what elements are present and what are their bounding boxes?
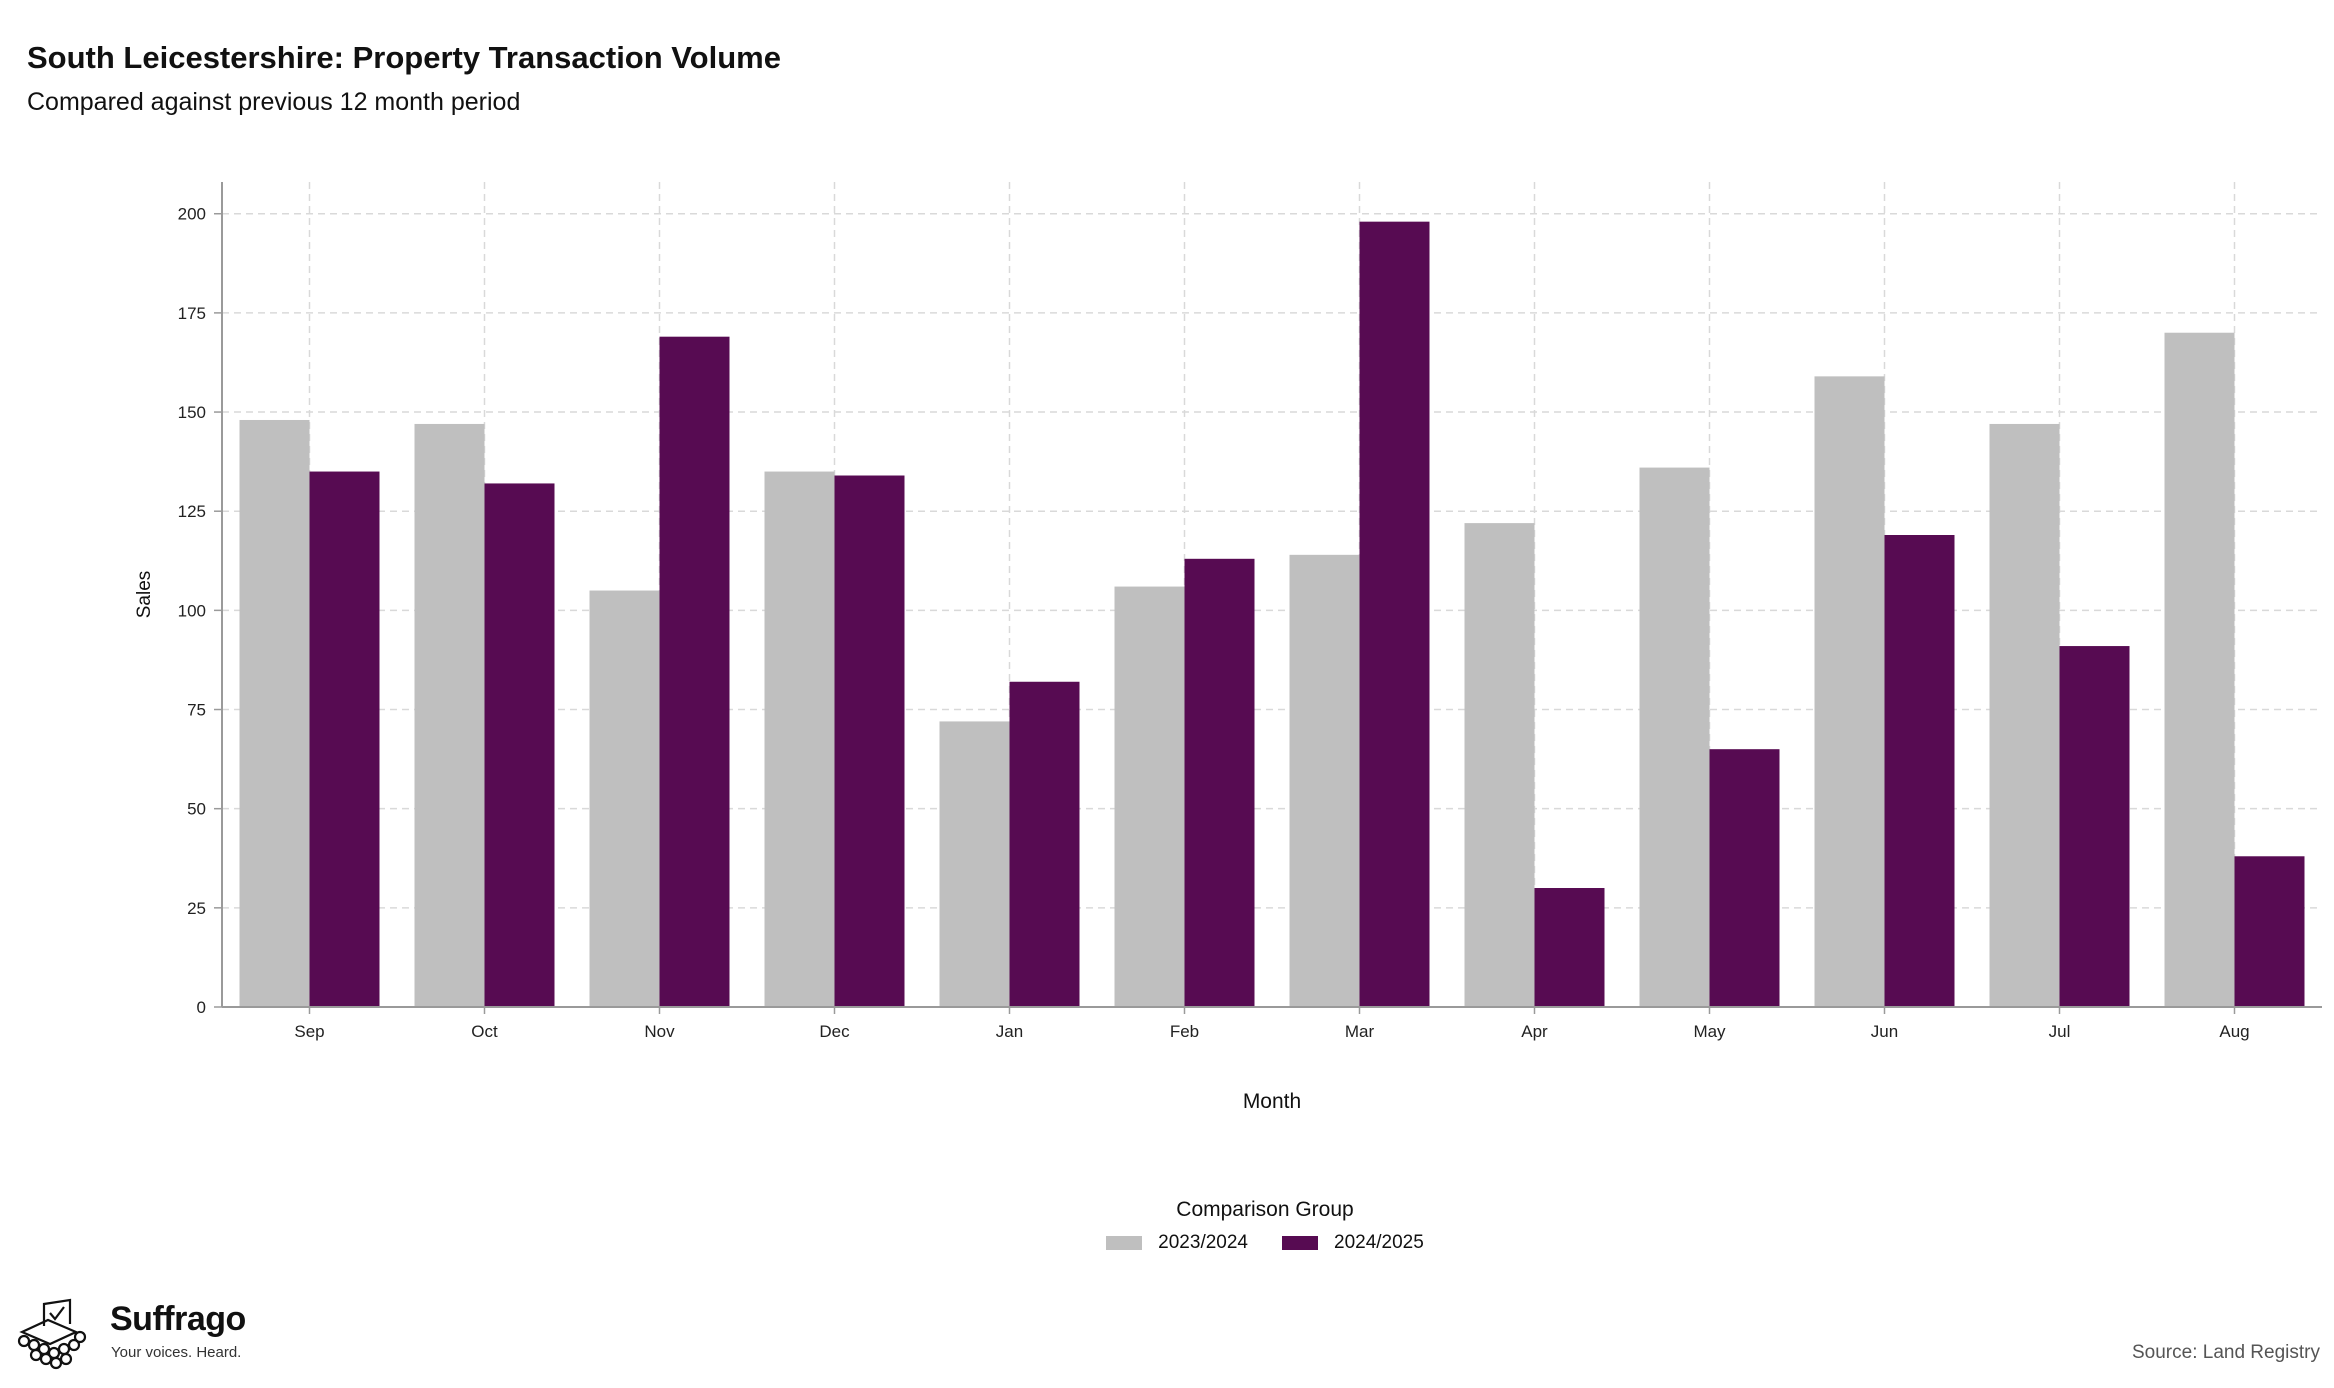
x-tick-label: Mar xyxy=(1345,1022,1375,1041)
legend-item: 2024/2025 xyxy=(1282,1232,1424,1254)
bar-2024-2025-apr xyxy=(1534,888,1605,1007)
legend-label: 2023/2024 xyxy=(1158,1232,1248,1253)
legend-item: 2023/2024 xyxy=(1106,1232,1248,1254)
logo-tagline: Your voices. Heard. xyxy=(111,1344,242,1361)
y-tick-label: 0 xyxy=(197,998,206,1017)
bar-2023-2024-jun xyxy=(1814,376,1885,1007)
x-tick-label: Nov xyxy=(644,1022,675,1041)
x-tick-label: Jul xyxy=(2049,1022,2071,1041)
legend-title: Comparison Group xyxy=(1176,1198,1354,1221)
bar-2024-2025-sep xyxy=(309,471,380,1007)
y-axis-label: Sales xyxy=(134,571,155,619)
x-tick-label: Apr xyxy=(1521,1022,1548,1041)
bar-2023-2024-mar xyxy=(1289,554,1360,1007)
bar-2024-2025-dec xyxy=(834,475,905,1007)
bar-2024-2025-nov xyxy=(659,336,730,1007)
y-tick-label: 150 xyxy=(178,403,206,422)
bar-2023-2024-oct xyxy=(414,423,485,1007)
chart-title: South Leicestershire: Property Transacti… xyxy=(27,40,781,75)
legend-items: 2023/2024 2024/2025 xyxy=(1090,1232,1440,1254)
x-tick-label: Jan xyxy=(996,1022,1023,1041)
bar-2024-2025-may xyxy=(1709,749,1780,1007)
legend-swatch xyxy=(1106,1236,1143,1250)
bar-2023-2024-may xyxy=(1639,467,1710,1008)
bar-2023-2024-feb xyxy=(1114,586,1185,1007)
bar-2024-2025-oct xyxy=(484,483,555,1007)
bar-2023-2024-sep xyxy=(239,419,310,1007)
x-tick-label: Sep xyxy=(294,1022,324,1041)
ballot-box-logo-icon xyxy=(17,1298,87,1370)
bar-2023-2024-jul xyxy=(1989,423,2060,1007)
bar-2024-2025-mar xyxy=(1359,221,1430,1008)
x-tick-label: May xyxy=(1693,1022,1726,1041)
bar-2023-2024-apr xyxy=(1464,523,1535,1007)
legend-label: 2024/2025 xyxy=(1334,1232,1424,1253)
logo-name: Suffrago xyxy=(110,1300,246,1338)
y-tick-label: 25 xyxy=(187,899,206,918)
y-tick-label: 200 xyxy=(178,205,206,224)
y-tick-label: 75 xyxy=(187,701,206,720)
bar-2023-2024-jan xyxy=(939,721,1010,1007)
chart-subtitle: Compared against previous 12 month perio… xyxy=(27,88,521,116)
x-tick-label: Jun xyxy=(1871,1022,1898,1041)
bar-2024-2025-jun xyxy=(1884,535,1955,1007)
x-tick-label: Aug xyxy=(2219,1022,2249,1041)
bar-2024-2025-jan xyxy=(1009,681,1080,1007)
bar-2024-2025-aug xyxy=(2234,856,2305,1007)
legend: Comparison Group 2023/2024 2024/2025 xyxy=(1090,1198,1440,1254)
y-tick-label: 175 xyxy=(178,304,206,323)
bar-2024-2025-jul xyxy=(2059,646,2130,1007)
bar-2023-2024-aug xyxy=(2164,332,2235,1007)
bar-2024-2025-feb xyxy=(1184,558,1255,1007)
x-tick-label: Oct xyxy=(471,1022,498,1041)
y-tick-label: 125 xyxy=(178,502,206,521)
x-axis-label: Month xyxy=(1243,1090,1301,1113)
y-tick-label: 100 xyxy=(178,601,206,620)
x-tick-label: Feb xyxy=(1170,1022,1199,1041)
x-tick-label: Dec xyxy=(819,1022,850,1041)
bar-2023-2024-nov xyxy=(589,590,660,1007)
source-note: Source: Land Registry xyxy=(2132,1342,2320,1363)
legend-swatch xyxy=(1282,1236,1318,1250)
bar-2023-2024-dec xyxy=(764,471,835,1007)
y-tick-label: 50 xyxy=(187,800,206,819)
